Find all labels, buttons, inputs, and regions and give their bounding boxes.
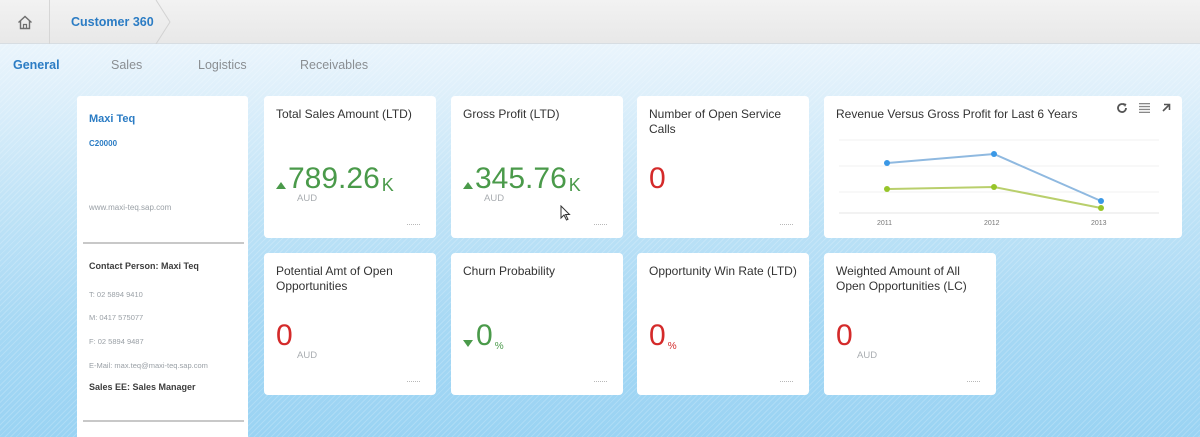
customer-profile-card: Maxi Teq C20000 www.maxi-teq.sap.com Con… [77,96,248,437]
tile-title: Potential Amt of Open Opportunities [276,264,393,293]
kpi-number: 0 [836,319,853,352]
customer-id: C20000 [89,139,118,148]
tab-receivables[interactable]: Receivables [300,58,369,72]
profile-divider [83,420,244,422]
tile-revenue-vs-gross-profit-chart[interactable]: Revenue Versus Gross Profit for Last 6 Y… [824,96,1182,238]
breadcrumb-separator-icon [155,0,171,44]
tile-footer [407,224,420,225]
contact-person: Contact Person: Maxi Teq [89,261,199,271]
kpi-value: 0 [836,319,853,353]
x-tick-2013: 2013 [1091,220,1107,227]
tile-footer [407,381,420,382]
kpi-number: 0 [276,319,293,352]
breadcrumb-customer-360[interactable]: Customer 360 [71,15,154,29]
contact-phone: T: 02 5894 9410 [89,290,143,299]
kpi-value: 0 [276,319,293,353]
contact-mobile: M: 0417 575077 [89,313,144,322]
chart-title: Revenue Versus Gross Profit for Last 6 Y… [836,107,1078,121]
tile-opportunity-win-rate[interactable]: Opportunity Win Rate (LTD) 0 % [637,253,809,395]
tab-logistics[interactable]: Logistics [198,58,247,72]
kpi-number: 0 [649,319,666,352]
mouse-cursor-icon [560,205,571,221]
kpi-value: 0 % [463,319,504,353]
kpi-number: 789.26 [288,162,380,195]
line-chart [839,139,1159,214]
kpi-number: 0 [476,319,493,352]
kpi-unit: AUD [297,193,318,204]
tile-total-sales-amount[interactable]: Total Sales Amount (LTD) 789.26 K AUD [264,96,436,238]
tile-title: Number of Open Service Calls [649,107,782,136]
kpi-unit: AUD [297,350,318,361]
tile-title: Weighted Amount of All Open Opportunitie… [836,264,967,293]
kpi-number: 345.76 [475,162,567,195]
tile-title: Opportunity Win Rate (LTD) [649,264,797,278]
chart-actions [1116,102,1172,114]
profile-divider [83,242,244,244]
shell-bar: Customer 360 [0,0,1200,44]
tile-title: Gross Profit (LTD) [463,107,560,121]
x-tick-2011: 2011 [877,220,893,227]
tile-footer [780,381,793,382]
refresh-icon[interactable] [1116,102,1128,114]
tile-potential-open-opportunities[interactable]: Potential Amt of Open Opportunities 0 AU… [264,253,436,395]
tile-gross-profit[interactable]: Gross Profit (LTD) 345.76 K AUD [451,96,623,238]
kpi-scale: K [381,175,394,195]
tab-bar: General Sales Logistics Receivables [0,44,1200,88]
tile-footer [594,224,607,225]
tab-sales[interactable]: Sales [111,58,143,72]
tile-footer [967,381,980,382]
x-tick-2012: 2012 [984,220,1000,227]
tile-weighted-open-opportunities[interactable]: Weighted Amount of All Open Opportunitie… [824,253,996,395]
customer-name: Maxi Teq [89,113,136,125]
kpi-value: 0 [649,162,666,196]
tab-general[interactable]: General [13,58,60,72]
list-icon[interactable] [1138,102,1150,114]
expand-icon[interactable] [1160,102,1172,114]
home-icon [17,15,32,29]
tile-title: Total Sales Amount (LTD) [276,107,412,121]
home-button[interactable] [0,0,50,44]
kpi-percent: % [494,341,504,352]
customer-website-link[interactable]: www.maxi-teq.sap.com [89,203,172,212]
kpi-scale: K [568,175,581,195]
kpi-value: 345.76 K [463,162,581,196]
tile-footer [780,224,793,225]
trend-up-icon [276,182,286,189]
kpi-unit: AUD [857,350,878,361]
contact-email-link[interactable]: E-Mail: max.teq@maxi-teq.sap.com [89,361,208,370]
sales-employee: Sales EE: Sales Manager [89,382,196,392]
kpi-value: 789.26 K [276,162,394,196]
kpi-value: 0 % [649,319,677,353]
kpi-unit: AUD [484,193,505,204]
tile-open-service-calls[interactable]: Number of Open Service Calls 0 [637,96,809,238]
contact-fax: F: 02 5894 9487 [89,337,144,346]
trend-down-icon [463,340,473,347]
tile-title: Churn Probability [463,264,556,278]
kpi-number: 0 [649,162,666,195]
tile-footer [594,381,607,382]
kpi-percent: % [667,341,677,352]
trend-up-icon [463,182,473,189]
tile-churn-probability[interactable]: Churn Probability 0 % [451,253,623,395]
